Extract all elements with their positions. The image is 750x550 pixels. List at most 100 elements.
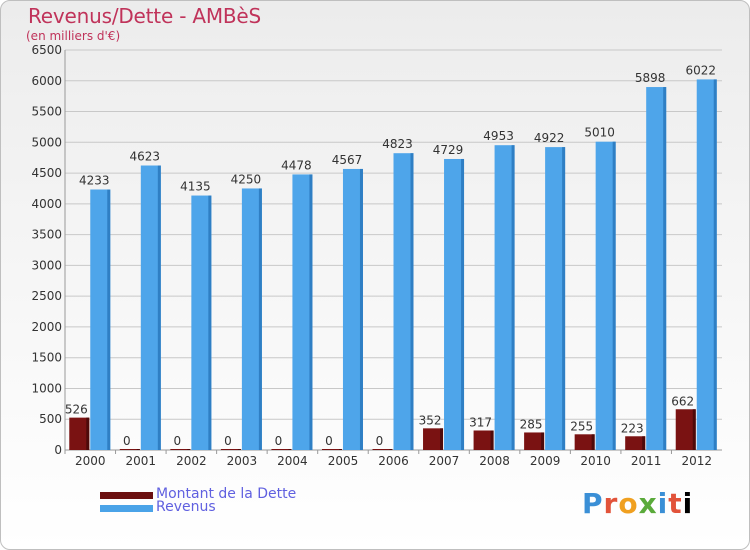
debt-bar: [271, 449, 292, 450]
debt-bar: [524, 432, 545, 450]
revenue-value-label: 4478: [281, 158, 312, 172]
revenue-bar-side: [208, 195, 212, 450]
debt-bar: [170, 449, 191, 450]
y-tick-label: 0: [54, 443, 62, 457]
x-tick-label: 2008: [479, 454, 510, 468]
revenue-bar-side: [258, 188, 262, 450]
debt-bar: [473, 430, 494, 450]
revenue-bar: [241, 188, 262, 450]
debt-value-label: 662: [671, 394, 694, 408]
debt-bar-side: [591, 434, 595, 450]
chart-title: Revenus/Dette - AMBèS: [28, 4, 262, 28]
debt-bar-side: [541, 432, 545, 450]
revenue-bar: [595, 141, 616, 450]
x-tick-label: 2000: [75, 454, 106, 468]
y-tick-label: 4000: [31, 197, 62, 211]
x-tick-label: 2001: [126, 454, 157, 468]
revenue-bar-side: [663, 87, 667, 451]
revenue-bar: [494, 145, 515, 450]
revenue-bar-side: [713, 79, 717, 451]
debt-value-label: 255: [570, 419, 593, 433]
revenue-bar-side: [612, 141, 616, 450]
debt-value-label: 317: [469, 415, 492, 429]
debt-bar: [625, 436, 646, 450]
y-tick-label: 6500: [31, 43, 62, 57]
y-tick-label: 3500: [31, 228, 62, 242]
revenue-bar-side: [410, 153, 414, 450]
debt-bar: [574, 434, 595, 450]
y-tick-label: 500: [39, 412, 62, 426]
revenue-bar: [342, 168, 363, 450]
debt-bar-side: [338, 449, 342, 450]
revenue-bar-side: [359, 168, 363, 450]
debt-value-label: 0: [275, 434, 283, 448]
revenue-bar-side: [511, 145, 515, 450]
revenue-value-label: 4823: [382, 137, 413, 151]
legend-label-debt: Montant de la Dette: [156, 486, 297, 502]
y-tick-label: 3000: [31, 258, 62, 272]
revenue-bar: [444, 158, 465, 450]
x-tick-label: 2009: [530, 454, 561, 468]
debt-bar: [372, 449, 393, 450]
y-tick-label: 2500: [31, 289, 62, 303]
revenue-bar: [646, 87, 667, 451]
revenue-bar-side: [309, 174, 313, 450]
debt-bar-side: [136, 449, 140, 450]
x-tick-label: 2012: [681, 454, 712, 468]
x-tick-label: 2010: [580, 454, 611, 468]
y-tick-label: 2000: [31, 320, 62, 334]
revenue-value-label: 4922: [534, 131, 565, 145]
debt-bar: [423, 428, 444, 450]
debt-bar: [69, 417, 90, 450]
proxiti-logo: Proxiti: [582, 487, 694, 520]
revenue-bar-side: [157, 165, 161, 450]
y-tick-label: 1500: [31, 351, 62, 365]
revenue-value-label: 5898: [635, 71, 666, 85]
revenue-value-label: 4953: [483, 129, 514, 143]
debt-value-label: 285: [520, 417, 543, 431]
debt-bar: [321, 449, 342, 450]
x-tick-label: 2003: [227, 454, 258, 468]
y-tick-label: 1000: [31, 381, 62, 395]
revenue-value-label: 6022: [685, 63, 716, 77]
debt-bar-side: [86, 417, 90, 450]
y-tick-label: 5000: [31, 135, 62, 149]
revenue-value-label: 4250: [231, 172, 262, 186]
revenue-bar: [292, 174, 313, 450]
revenue-value-label: 5010: [584, 126, 615, 140]
debt-value-label: 0: [376, 434, 384, 448]
chart-subtitle: (en milliers d'€): [26, 29, 121, 43]
debt-value-label: 0: [123, 434, 131, 448]
debt-bar-side: [490, 430, 494, 450]
revenue-value-label: 4233: [79, 174, 110, 188]
debt-value-label: 526: [65, 403, 88, 417]
revenue-bar: [696, 79, 717, 451]
legend-label-revenue: Revenus: [156, 499, 216, 515]
revenue-bar: [140, 165, 161, 450]
debt-bar: [119, 449, 140, 450]
legend-swatch-revenue: [100, 505, 153, 512]
x-tick-label: 2005: [328, 454, 359, 468]
legend-swatch-debt: [100, 492, 153, 499]
debt-value-label: 352: [419, 413, 442, 427]
x-tick-label: 2007: [429, 454, 460, 468]
x-tick-label: 2006: [378, 454, 409, 468]
debt-bar-side: [237, 449, 241, 450]
y-tick-label: 5500: [31, 105, 62, 119]
revenue-bar-side: [562, 147, 566, 450]
debt-bar-side: [692, 409, 696, 450]
revenue-value-label: 4567: [332, 153, 363, 167]
x-tick-label: 2011: [631, 454, 662, 468]
revenue-bar: [393, 153, 414, 450]
y-tick-label: 6000: [31, 74, 62, 88]
debt-bar-side: [440, 428, 444, 450]
debt-bar: [675, 409, 696, 450]
revenue-bar: [191, 195, 212, 450]
debt-bar: [220, 449, 241, 450]
debt-value-label: 0: [174, 434, 182, 448]
debt-value-label: 223: [621, 421, 644, 435]
y-tick-label: 4500: [31, 166, 62, 180]
revenue-bar-side: [461, 158, 465, 450]
x-tick-label: 2004: [277, 454, 308, 468]
